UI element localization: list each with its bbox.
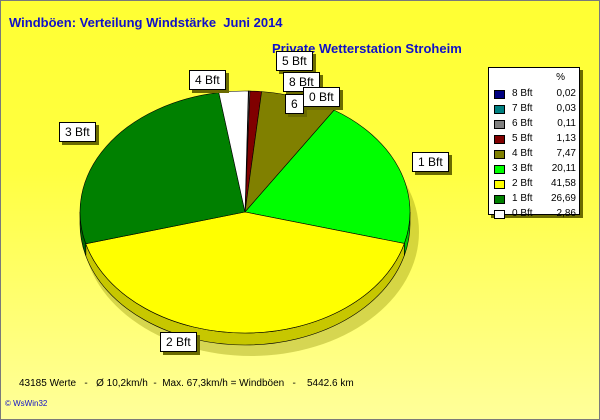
pie-slice-1-bft [79, 92, 246, 245]
legend-value: 20,11 [551, 163, 576, 174]
slice-label-3-bft: 3 Bft [59, 122, 96, 142]
legend-value: 0,03 [556, 103, 576, 114]
legend-swatch [494, 210, 505, 219]
slice-label-0-bft: 0 Bft [303, 87, 340, 107]
legend-swatch [494, 150, 505, 159]
slice-label-4-bft: 4 Bft [189, 70, 226, 90]
pie-slice-3-bft [244, 109, 411, 244]
slice-label-6-bft: 6 [285, 94, 304, 114]
legend-value: 7,47 [556, 148, 576, 159]
legend-item: 0 Bft 2,86 [494, 208, 576, 220]
legend-value: 1,13 [556, 133, 576, 144]
legend-swatch [494, 135, 505, 144]
legend-value: 41,58 [550, 178, 576, 189]
legend-item: 2 Bft 41,58 [494, 178, 576, 190]
legend-item: 7 Bft 0,03 [494, 103, 576, 115]
legend-item: 4 Bft 7,47 [494, 148, 576, 160]
legend-item: 3 Bft 20,11 [494, 163, 576, 175]
legend-label: 3 Bft [512, 163, 533, 174]
chart-title: Windböen: Verteilung Windstärke Juni 201… [9, 15, 283, 30]
legend-label: 7 Bft [512, 103, 533, 114]
legend-swatch [494, 180, 505, 189]
legend-value: 2,86 [556, 208, 576, 219]
software-credit: © WsWin32 [5, 399, 48, 408]
legend-value: 0,11 [557, 118, 576, 129]
legend-label: 4 Bft [512, 148, 533, 159]
legend-label: 2 Bft [512, 178, 533, 189]
legend-swatch [494, 105, 505, 114]
slice-label-1-bft: 1 Bft [412, 152, 449, 172]
legend-swatch [494, 165, 505, 174]
legend-label: 1 Bft [512, 193, 533, 204]
slice-label-5-bft: 5 Bft [276, 51, 313, 71]
legend-swatch [494, 195, 505, 204]
chart-subtitle: Private Wetterstation Stroheim [272, 41, 462, 56]
slice-label-2-bft: 2 Bft [160, 332, 197, 352]
pie-slice-2-bft [85, 211, 405, 334]
legend-item: 1 Bft 26,69 [494, 193, 576, 205]
legend-label: 8 Bft [512, 88, 533, 99]
legend-item: 6 Bft 0,11 [494, 118, 576, 130]
legend-value: 0,02 [556, 88, 576, 99]
legend-label: 0 Bft [512, 208, 533, 219]
legend-label: 5 Bft [512, 133, 533, 144]
legend-label: 6 Bft [512, 118, 533, 129]
pie-slice-0-bft [218, 90, 249, 213]
legend-swatch [494, 120, 505, 129]
legend-item: 8 Bft 0,02 [494, 88, 576, 100]
legend-value: 26,69 [550, 193, 576, 204]
legend-swatch [494, 90, 505, 99]
statistics-footer: 43185 Werte - Ø 10,2km/h - Max. 67,3km/h… [19, 378, 354, 389]
legend-header: % [556, 72, 565, 83]
legend-item: 5 Bft 1,13 [494, 133, 576, 145]
legend: % 8 Bft 0,02 7 Bft 0,03 6 Bft 0,11 5 Bft 1,13 4 … [488, 67, 580, 219]
